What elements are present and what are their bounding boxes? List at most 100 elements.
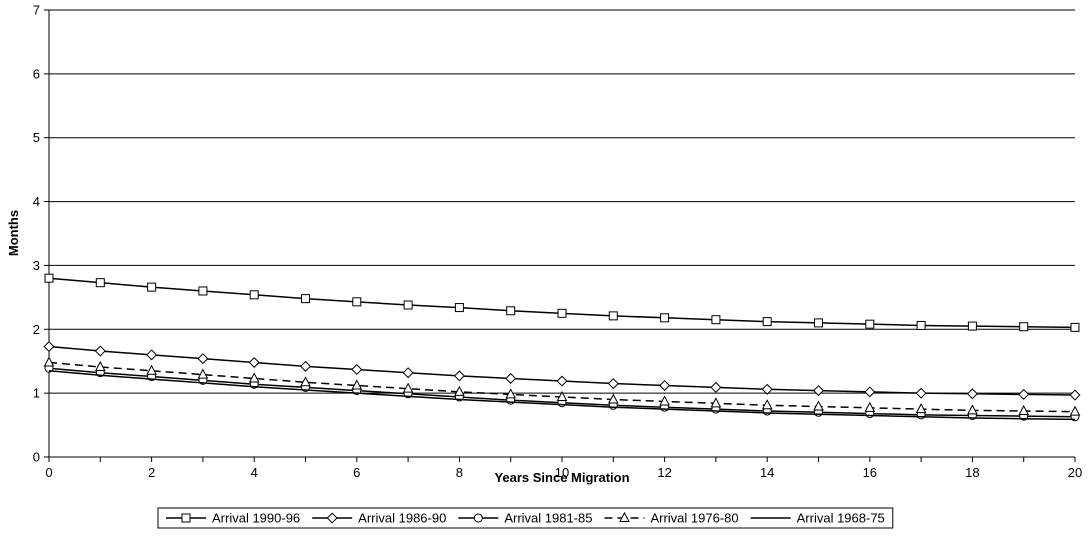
x-tick-label: 20 bbox=[1068, 465, 1082, 480]
legend-label: Arrival 1968-75 bbox=[797, 511, 885, 526]
legend-item-3: Arrival 1976-80 bbox=[604, 511, 739, 526]
series-line bbox=[48, 370, 1076, 421]
data-point bbox=[1070, 322, 1080, 332]
x-tick-label: 10 bbox=[555, 465, 569, 480]
data-point bbox=[761, 399, 773, 410]
data-point bbox=[43, 356, 55, 367]
data-point bbox=[44, 273, 54, 283]
data-point bbox=[607, 378, 619, 390]
data-point bbox=[351, 379, 363, 390]
data-point bbox=[197, 353, 209, 365]
data-point bbox=[248, 372, 260, 383]
data-point bbox=[146, 349, 158, 361]
data-point bbox=[505, 372, 517, 384]
legend-label: Arrival 1986-90 bbox=[358, 511, 446, 526]
data-point bbox=[607, 393, 619, 404]
data-point bbox=[299, 360, 312, 372]
data-point bbox=[197, 368, 209, 379]
series-lines bbox=[43, 273, 1081, 422]
data-point bbox=[147, 282, 157, 292]
data-point bbox=[301, 294, 310, 304]
x-tick-label: 2 bbox=[148, 465, 155, 480]
data-point bbox=[453, 370, 465, 382]
legend-box bbox=[157, 507, 894, 529]
data-point bbox=[916, 320, 926, 330]
data-point bbox=[1069, 405, 1081, 416]
y-tick-label: 2 bbox=[33, 322, 40, 337]
x-tick-label: 8 bbox=[456, 465, 463, 480]
y-tick-label: 5 bbox=[33, 130, 40, 145]
data-point bbox=[711, 315, 721, 325]
data-point bbox=[403, 300, 413, 310]
data-point bbox=[1018, 388, 1030, 400]
data-point bbox=[659, 379, 671, 391]
data-point bbox=[915, 403, 927, 414]
y-tick-label: 3 bbox=[33, 258, 40, 273]
data-point bbox=[1018, 404, 1030, 416]
y-tick-label: 7 bbox=[33, 3, 40, 18]
data-point bbox=[556, 375, 568, 387]
legend-marker bbox=[473, 513, 483, 523]
x-tick-label: 4 bbox=[251, 465, 258, 480]
legend-label: Arrival 1990-96 bbox=[212, 511, 300, 526]
data-point bbox=[812, 385, 825, 397]
legend-item-2: Arrival 1981-85 bbox=[458, 511, 592, 526]
data-point bbox=[94, 345, 106, 357]
data-point bbox=[249, 290, 259, 300]
data-point bbox=[814, 318, 823, 328]
data-point bbox=[454, 303, 464, 313]
data-point bbox=[248, 356, 260, 368]
y-axis-title: Months bbox=[6, 210, 21, 256]
data-point bbox=[710, 397, 722, 408]
data-point bbox=[198, 286, 208, 296]
x-tick-label: 16 bbox=[863, 465, 877, 480]
data-point bbox=[506, 306, 516, 316]
series-line bbox=[48, 277, 1076, 329]
x-tick-label: 6 bbox=[353, 465, 360, 480]
legend-label: Arrival 1981-85 bbox=[504, 511, 592, 526]
data-point bbox=[966, 388, 978, 400]
data-point bbox=[762, 317, 772, 327]
data-point bbox=[300, 376, 311, 387]
legend-marker bbox=[181, 513, 191, 523]
legend-label: Arrival 1976-80 bbox=[650, 511, 738, 526]
y-tick-label: 1 bbox=[33, 386, 40, 401]
x-tick-label: 0 bbox=[45, 465, 52, 480]
x-tick-label: 18 bbox=[965, 465, 979, 480]
legend-item-4: Arrival 1968-75 bbox=[750, 511, 885, 526]
data-point bbox=[710, 381, 722, 393]
data-point bbox=[94, 360, 106, 371]
data-point bbox=[454, 385, 465, 396]
y-tick-label: 0 bbox=[33, 450, 40, 465]
data-point bbox=[557, 308, 567, 318]
x-tick-label: 14 bbox=[760, 465, 774, 480]
data-point bbox=[967, 404, 978, 415]
data-point bbox=[967, 321, 977, 331]
data-point bbox=[402, 367, 414, 379]
legend-item-1: Arrival 1986-90 bbox=[312, 511, 446, 526]
data-point bbox=[556, 390, 568, 401]
legend-marker bbox=[326, 512, 338, 524]
data-point bbox=[352, 297, 362, 307]
data-point bbox=[351, 364, 363, 376]
x-axis-title: Years Since Migration bbox=[494, 470, 629, 485]
data-point bbox=[813, 400, 824, 411]
series-0 bbox=[44, 273, 1080, 332]
data-point bbox=[402, 382, 414, 393]
gridlines bbox=[49, 9, 1075, 394]
data-point bbox=[95, 278, 105, 288]
data-point bbox=[608, 311, 618, 321]
data-point bbox=[761, 383, 773, 395]
y-tick-label: 6 bbox=[33, 66, 40, 81]
series-1 bbox=[43, 341, 1081, 401]
data-point bbox=[1019, 322, 1029, 332]
data-point bbox=[864, 401, 876, 412]
data-point bbox=[43, 341, 55, 353]
series-4 bbox=[48, 370, 1076, 421]
legend-marker bbox=[619, 511, 630, 522]
data-point bbox=[865, 319, 875, 329]
legend-item-0: Arrival 1990-96 bbox=[166, 511, 300, 526]
y-tick-label: 4 bbox=[33, 194, 40, 209]
